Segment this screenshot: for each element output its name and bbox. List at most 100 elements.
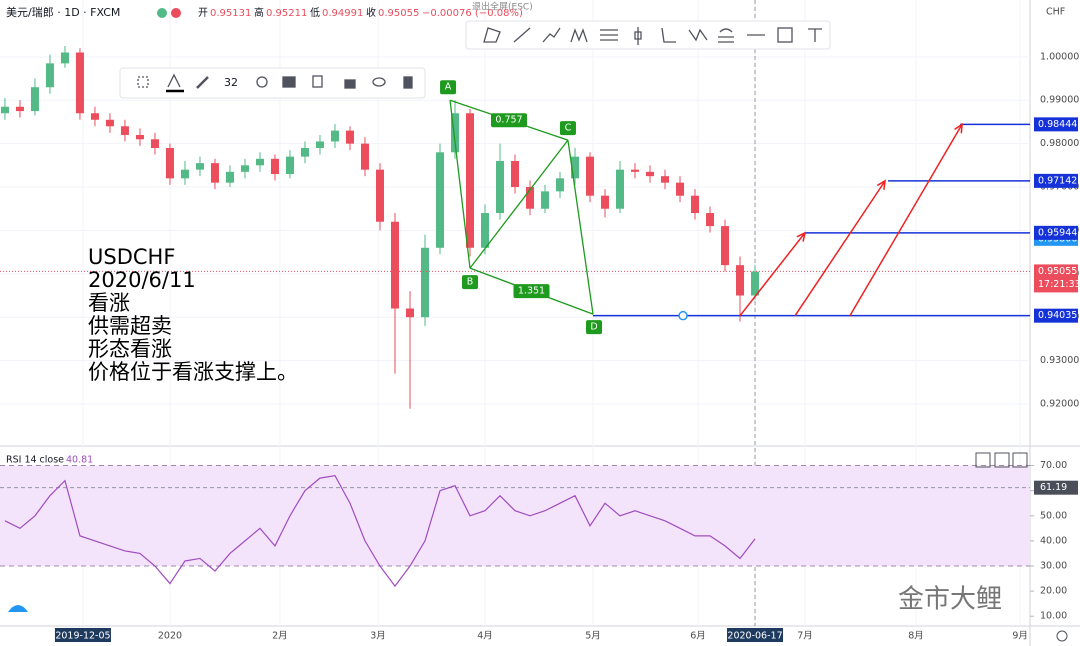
note-line: USDCHF xyxy=(88,245,175,269)
point-label: B xyxy=(467,277,474,288)
exit-fullscreen[interactable]: 退出全屏(ESC) xyxy=(472,1,533,13)
arrow-head xyxy=(876,179,887,190)
y-tick-label: 0.92000 xyxy=(1040,398,1079,409)
candle-body xyxy=(751,271,760,296)
tool-icon[interactable] xyxy=(688,28,708,42)
tool-icon[interactable] xyxy=(403,76,413,89)
arrow-head xyxy=(796,231,807,242)
settings-icon[interactable] xyxy=(1056,630,1068,642)
tool-icon[interactable] xyxy=(483,27,501,43)
candle-body xyxy=(691,195,700,214)
candle-body xyxy=(706,213,715,227)
y-tick-label: 70.00 xyxy=(1040,460,1067,471)
candle-body xyxy=(240,165,249,172)
candle-body xyxy=(270,158,279,175)
candle-body xyxy=(375,169,384,222)
tool-icon[interactable] xyxy=(600,29,618,41)
point-label: C xyxy=(565,123,572,134)
note-line: 价格位于看涨支撑上。 xyxy=(88,360,298,384)
candle-body xyxy=(90,113,99,120)
candle-body xyxy=(330,130,339,142)
ratio-label: 1.351 xyxy=(518,286,545,297)
candle-body xyxy=(15,106,24,112)
candle-body xyxy=(45,63,54,88)
drawing-toolbar xyxy=(465,20,831,50)
tool-icon[interactable] xyxy=(372,77,386,87)
axes: 0.920000.930000.940000.950000.960000.970… xyxy=(54,51,1080,642)
font-size[interactable]: 32 xyxy=(224,76,238,89)
y-tick-label: 1.00000 xyxy=(1040,51,1079,62)
candle-body xyxy=(165,147,174,179)
arrow xyxy=(794,180,886,317)
y-tick-label: 20.00 xyxy=(1040,586,1067,597)
candle-body xyxy=(120,126,129,135)
tool-icon[interactable] xyxy=(634,27,642,45)
ohlc-label: 收 xyxy=(366,6,376,19)
ohlc-label: 低 xyxy=(310,6,320,19)
rsi-pane: RSI 14 close 40.81 xyxy=(0,455,1030,588)
tool-icon[interactable] xyxy=(542,27,561,43)
level-label-bg xyxy=(1034,225,1078,240)
button[interactable] xyxy=(1012,452,1028,468)
tool-icon[interactable] xyxy=(137,76,149,88)
button[interactable] xyxy=(994,452,1010,468)
rsi-value: 40.81 xyxy=(66,455,93,466)
logo xyxy=(8,605,28,612)
tool-icon[interactable] xyxy=(312,75,323,88)
candle-body xyxy=(195,163,204,170)
candle-body xyxy=(661,176,670,183)
time-label-bg xyxy=(727,628,784,642)
candle-body xyxy=(556,178,565,192)
tool-icon[interactable] xyxy=(661,27,676,43)
candle-body xyxy=(616,169,625,209)
properties-toolbar: 32 xyxy=(119,67,426,99)
time-label-bg xyxy=(54,628,111,642)
button[interactable] xyxy=(975,452,991,468)
candle-body xyxy=(345,130,354,144)
status-icon xyxy=(171,8,181,18)
candle-body xyxy=(676,182,685,196)
candle-body xyxy=(631,169,640,172)
arrow xyxy=(849,123,963,317)
tool-icon[interactable] xyxy=(196,76,209,89)
tool-icon[interactable] xyxy=(777,27,793,43)
note-line: 看涨 xyxy=(88,291,130,315)
tool-icon[interactable] xyxy=(344,79,356,89)
change: −0.00076 (−0.08%) xyxy=(422,8,523,19)
point-label: A xyxy=(445,82,452,93)
rsi-band xyxy=(0,465,1030,566)
candle-body xyxy=(135,134,144,140)
status-icon xyxy=(157,8,167,18)
pattern-line xyxy=(449,100,471,269)
level-label-bg xyxy=(1034,173,1078,188)
level-label: 0.97142 xyxy=(1038,175,1077,186)
ohlc-value: 0.95055 xyxy=(378,8,419,19)
candle-body xyxy=(405,308,414,318)
tool-icon[interactable] xyxy=(808,28,822,42)
note-line: 形态看涨 xyxy=(88,337,172,361)
ratio-label: 0.757 xyxy=(495,115,522,126)
tool-icon[interactable] xyxy=(282,76,296,88)
rsi-buttons xyxy=(8,452,1068,642)
symbol: 美元/瑞郎 · 1D · FXCM xyxy=(6,5,120,19)
candle-body xyxy=(360,143,369,170)
candle-body xyxy=(315,141,324,148)
price-label-bg xyxy=(1034,264,1078,293)
x-tick-label: 5月 xyxy=(585,631,601,642)
y-tick-label: 40.00 xyxy=(1040,535,1067,546)
tool-icon[interactable] xyxy=(256,76,268,88)
tool-icon[interactable] xyxy=(570,28,588,43)
tool-icon[interactable] xyxy=(718,28,734,43)
tool-icon[interactable] xyxy=(513,27,531,43)
candle-body xyxy=(0,106,9,114)
candle-body xyxy=(150,139,159,148)
rsi-line xyxy=(4,474,756,588)
tool-icon[interactable] xyxy=(167,73,181,88)
candle-body xyxy=(180,169,189,179)
x-tick-label: 4月 xyxy=(477,631,493,642)
x-tick-label: 3月 xyxy=(370,631,386,642)
candle-body xyxy=(721,226,730,266)
point-bg xyxy=(461,275,478,290)
